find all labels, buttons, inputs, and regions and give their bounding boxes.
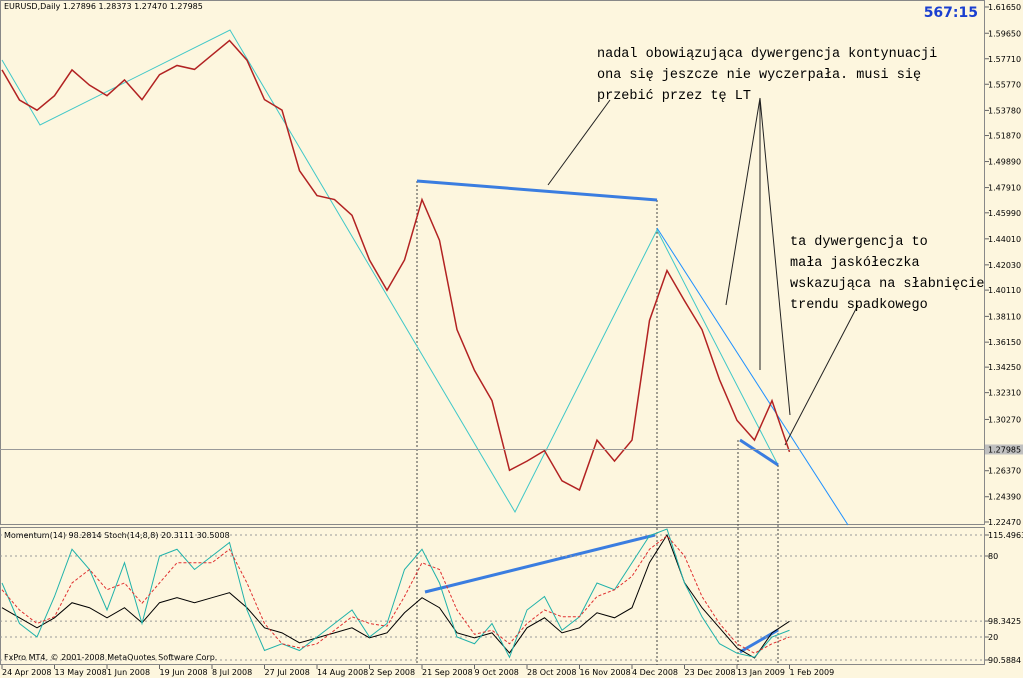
- annotation: przebić przez tę LT: [597, 89, 751, 104]
- y-tick-label: 1.57710: [988, 55, 1021, 64]
- arrows: [547, 97, 859, 446]
- arrow: [784, 304, 859, 446]
- x-tick-label: 4 Dec 2008: [632, 668, 678, 677]
- price-label: 1.27985: [988, 445, 1021, 454]
- trend-line: [656, 227, 849, 526]
- annotation: trendu spadkowego: [790, 298, 928, 313]
- x-tick-label: 9 Oct 2008: [475, 668, 519, 677]
- x-tick-label: 2 Sep 2008: [370, 668, 416, 677]
- y-tick-label: 1.32310: [988, 389, 1021, 398]
- x-tick-label: 27 Jul 2008: [265, 668, 310, 677]
- y-tick-label: 1.24390: [988, 493, 1021, 502]
- y-tick-label: 1.53780: [988, 106, 1021, 115]
- price-box: [985, 444, 1023, 455]
- sub-panel: [0, 527, 985, 665]
- x-tick-label: 24 Apr 2008: [2, 668, 51, 677]
- footer: FxPro MT4, © 2001-2008 MetaQuotes Softwa…: [4, 653, 217, 662]
- divergence-line: [424, 533, 656, 594]
- y-tick-label: 90.5884: [988, 656, 1021, 665]
- series-line: [1, 39, 791, 492]
- arrow: [725, 97, 761, 306]
- x-tick-label: 13 May 2008: [55, 668, 107, 677]
- x-tick-label: 13 Jan 2009: [737, 668, 785, 677]
- x-tick-label: 1 Jun 2008: [107, 668, 150, 677]
- annotation: wskazująca na słabnięcie: [790, 277, 984, 292]
- y-tick-label: 1.55770: [988, 80, 1021, 89]
- y-tick-label: 1.59650: [988, 29, 1021, 38]
- arrow: [759, 97, 791, 416]
- y-tick-label: 1.40110: [988, 286, 1021, 295]
- y-tick-label: 1.45990: [988, 209, 1021, 218]
- y-tick-label: 98.3425: [988, 617, 1021, 626]
- x-tick-label: 14 Aug 2008: [317, 668, 368, 677]
- y-tick-label: 1.30270: [988, 415, 1021, 424]
- divergence-line: [416, 179, 658, 202]
- series-line: [1, 535, 790, 654]
- annotation: ona się jeszcze nie wyczerpała. musi się: [597, 68, 921, 83]
- annotation: ta dywergencja to: [790, 235, 928, 250]
- y-tick-label: 1.22470: [988, 518, 1021, 527]
- zigzag: [1, 29, 779, 514]
- arrow: [547, 99, 611, 186]
- y-tick-label: 1.34250: [988, 363, 1021, 372]
- chart-title: EURUSD,Daily 1.27896 1.28373 1.27470 1.2…: [4, 2, 203, 11]
- divergence-line: [739, 438, 779, 467]
- y-tick-label: 1.38110: [988, 312, 1021, 321]
- x-tick-label: 16 Nov 2008: [580, 668, 631, 677]
- y-tick-label: 1.26370: [988, 467, 1021, 476]
- series-line: [1, 533, 790, 659]
- y-tick-label: 1.49890: [988, 158, 1021, 167]
- y-tick-label: 1.36150: [988, 338, 1021, 347]
- y-tick-label: 1.51870: [988, 132, 1021, 141]
- y-tick-label: 1.47910: [988, 184, 1021, 193]
- x-tick-label: 23 Dec 2008: [685, 668, 736, 677]
- y-tick-label: 20: [988, 633, 998, 642]
- y-tick-label: 115.4963: [988, 531, 1023, 540]
- y-tick-label: 1.61650: [988, 3, 1021, 12]
- x-tick-label: 1 Feb 2009: [790, 668, 835, 677]
- annotation: nadal obowiązująca dywergencja kontynuac…: [597, 47, 937, 62]
- indicator-title: Momentum(14) 98.2814 Stoch(14,8,8) 20.31…: [4, 531, 230, 540]
- x-tick-label: 19 Jun 2008: [160, 668, 208, 677]
- x-tick-label: 28 Oct 2008: [527, 668, 576, 677]
- y-tick-label: 1.44010: [988, 235, 1021, 244]
- x-tick-label: 21 Sep 2008: [422, 668, 473, 677]
- annotation: mała jaskółeczka: [790, 256, 920, 271]
- y-tick-label: 1.42030: [988, 261, 1021, 270]
- x-tick-label: 8 Jul 2008: [212, 668, 252, 677]
- main-panel: [0, 0, 985, 525]
- y-tick-label: 80: [988, 552, 998, 561]
- timer: 567:15: [924, 5, 978, 21]
- vertical-markers: [416, 181, 779, 665]
